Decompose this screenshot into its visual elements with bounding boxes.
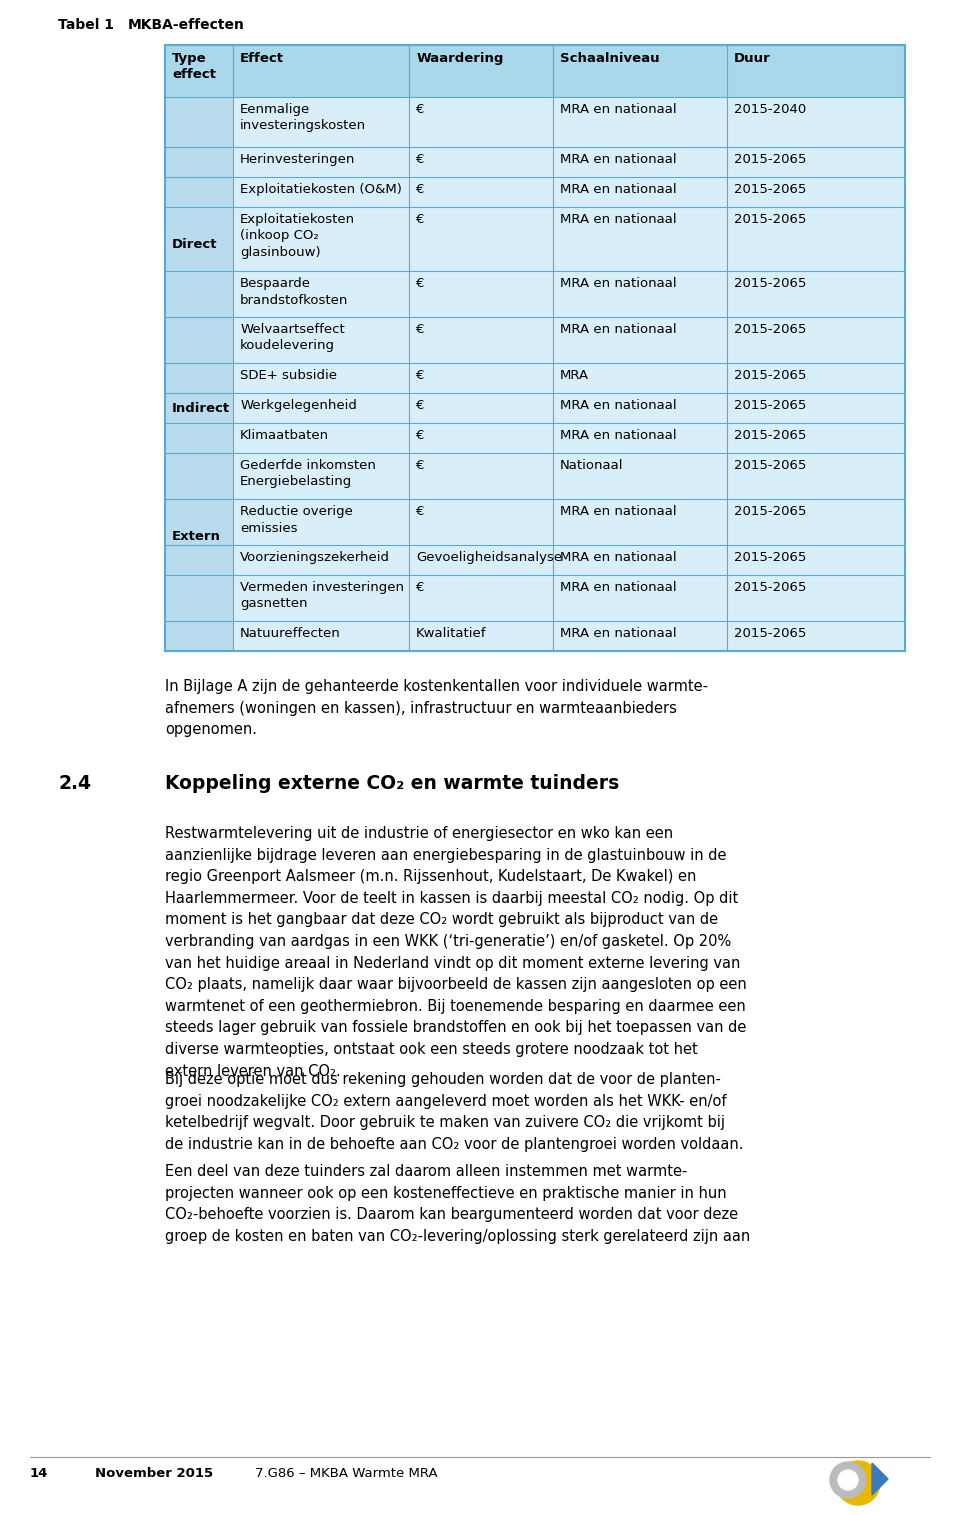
Text: MKBA-effecten: MKBA-effecten bbox=[128, 18, 245, 32]
Text: Welvaartseffect
koudelevering: Welvaartseffect koudelevering bbox=[240, 323, 345, 353]
Text: MRA en nationaal: MRA en nationaal bbox=[560, 103, 677, 117]
Text: Kwalitatief: Kwalitatief bbox=[417, 627, 487, 639]
Bar bbox=[165, 364, 905, 392]
Circle shape bbox=[830, 1462, 866, 1498]
Text: Reductie overige
emissies: Reductie overige emissies bbox=[240, 504, 353, 535]
Text: €: € bbox=[417, 429, 424, 442]
Text: Schaalniveau: Schaalniveau bbox=[560, 52, 660, 65]
Bar bbox=[165, 423, 905, 453]
Text: Eenmalige
investeringskosten: Eenmalige investeringskosten bbox=[240, 103, 366, 132]
Text: Waardering: Waardering bbox=[417, 52, 504, 65]
Text: SDE+ subsidie: SDE+ subsidie bbox=[240, 370, 337, 382]
Text: Nationaal: Nationaal bbox=[560, 459, 623, 473]
Circle shape bbox=[838, 1470, 858, 1489]
Text: Bij deze optie moet dus rekening gehouden worden dat de voor de planten-
groei n: Bij deze optie moet dus rekening gehoude… bbox=[165, 1073, 743, 1151]
Text: 2.4: 2.4 bbox=[58, 774, 91, 792]
Bar bbox=[165, 621, 905, 651]
Text: MRA en nationaal: MRA en nationaal bbox=[560, 183, 677, 195]
Bar bbox=[165, 208, 905, 271]
Text: Bespaarde
brandstofkosten: Bespaarde brandstofkosten bbox=[240, 277, 348, 306]
Text: Exploitatiekosten (O&M): Exploitatiekosten (O&M) bbox=[240, 183, 402, 195]
Text: November 2015: November 2015 bbox=[95, 1467, 213, 1480]
Bar bbox=[165, 453, 905, 498]
Text: MRA en nationaal: MRA en nationaal bbox=[560, 398, 677, 412]
Polygon shape bbox=[872, 1463, 888, 1495]
Text: 2015-2065: 2015-2065 bbox=[733, 580, 806, 594]
Text: 2015-2065: 2015-2065 bbox=[733, 323, 806, 336]
Text: 2015-2065: 2015-2065 bbox=[733, 277, 806, 289]
Text: €: € bbox=[417, 580, 424, 594]
Text: €: € bbox=[417, 183, 424, 195]
Text: 2015-2065: 2015-2065 bbox=[733, 398, 806, 412]
Bar bbox=[165, 317, 905, 364]
Text: 2015-2065: 2015-2065 bbox=[733, 459, 806, 473]
Text: MRA en nationaal: MRA en nationaal bbox=[560, 504, 677, 518]
Text: €: € bbox=[417, 153, 424, 167]
Bar bbox=[165, 545, 905, 576]
Text: MRA en nationaal: MRA en nationaal bbox=[560, 580, 677, 594]
Text: Klimaatbaten: Klimaatbaten bbox=[240, 429, 329, 442]
Text: Herinvesteringen: Herinvesteringen bbox=[240, 153, 355, 167]
Text: Vermeden investeringen
gasnetten: Vermeden investeringen gasnetten bbox=[240, 580, 404, 611]
Text: Type
effect: Type effect bbox=[172, 52, 216, 80]
Text: Extern: Extern bbox=[172, 530, 221, 544]
Text: Gevoeligheidsanalyse: Gevoeligheidsanalyse bbox=[417, 551, 563, 564]
Text: MRA en nationaal: MRA en nationaal bbox=[560, 551, 677, 564]
Text: 2015-2065: 2015-2065 bbox=[733, 214, 806, 226]
Bar bbox=[165, 97, 905, 147]
Text: 7.G86 – MKBA Warmte MRA: 7.G86 – MKBA Warmte MRA bbox=[255, 1467, 438, 1480]
Text: €: € bbox=[417, 214, 424, 226]
Text: €: € bbox=[417, 459, 424, 473]
Text: MRA en nationaal: MRA en nationaal bbox=[560, 627, 677, 639]
Bar bbox=[165, 423, 233, 651]
Bar bbox=[165, 271, 905, 317]
Text: MRA en nationaal: MRA en nationaal bbox=[560, 277, 677, 289]
Text: 2015-2040: 2015-2040 bbox=[733, 103, 805, 117]
Bar bbox=[165, 45, 905, 97]
Text: Koppeling externe CO₂ en warmte tuinders: Koppeling externe CO₂ en warmte tuinders bbox=[165, 774, 619, 792]
Text: 14: 14 bbox=[30, 1467, 48, 1480]
Text: Direct: Direct bbox=[172, 238, 218, 251]
Text: Duur: Duur bbox=[733, 52, 771, 65]
Text: Voorzieningszekerheid: Voorzieningszekerheid bbox=[240, 551, 390, 564]
Text: Indirect: Indirect bbox=[172, 401, 230, 415]
Text: 2015-2065: 2015-2065 bbox=[733, 370, 806, 382]
Text: €: € bbox=[417, 370, 424, 382]
Bar bbox=[165, 576, 905, 621]
Text: Werkgelegenheid: Werkgelegenheid bbox=[240, 398, 357, 412]
Text: €: € bbox=[417, 103, 424, 117]
Text: 2015-2065: 2015-2065 bbox=[733, 183, 806, 195]
Bar bbox=[165, 392, 233, 423]
Text: 2015-2065: 2015-2065 bbox=[733, 551, 806, 564]
Text: 2015-2065: 2015-2065 bbox=[733, 429, 806, 442]
Text: Tabel 1: Tabel 1 bbox=[58, 18, 114, 32]
Text: MRA en nationaal: MRA en nationaal bbox=[560, 323, 677, 336]
Text: In Bijlage A zijn de gehanteerde kostenkentallen voor individuele warmte-
afneme: In Bijlage A zijn de gehanteerde kostenk… bbox=[165, 679, 708, 738]
Text: 2015-2065: 2015-2065 bbox=[733, 627, 806, 639]
Text: Exploitatiekosten
(inkoop CO₂
glasinbouw): Exploitatiekosten (inkoop CO₂ glasinbouw… bbox=[240, 214, 355, 259]
Text: MRA: MRA bbox=[560, 370, 588, 382]
Text: Restwarmtelevering uit de industrie of energiesector en wko kan een
aanzienlijke: Restwarmtelevering uit de industrie of e… bbox=[165, 826, 747, 1079]
Text: Natuureffecten: Natuureffecten bbox=[240, 627, 341, 639]
Bar bbox=[165, 177, 905, 208]
Text: €: € bbox=[417, 277, 424, 289]
Bar bbox=[165, 392, 905, 423]
Text: €: € bbox=[417, 398, 424, 412]
Text: Een deel van deze tuinders zal daarom alleen instemmen met warmte-
projecten wan: Een deel van deze tuinders zal daarom al… bbox=[165, 1164, 751, 1244]
Text: Gederfde inkomsten
Energiebelasting: Gederfde inkomsten Energiebelasting bbox=[240, 459, 376, 488]
Text: 2015-2065: 2015-2065 bbox=[733, 153, 806, 167]
Text: MRA en nationaal: MRA en nationaal bbox=[560, 153, 677, 167]
Text: €: € bbox=[417, 504, 424, 518]
Text: 2015-2065: 2015-2065 bbox=[733, 504, 806, 518]
Text: €: € bbox=[417, 323, 424, 336]
Bar bbox=[165, 97, 233, 392]
Text: MRA en nationaal: MRA en nationaal bbox=[560, 214, 677, 226]
Bar bbox=[165, 147, 905, 177]
Bar bbox=[165, 498, 905, 545]
Text: Effect: Effect bbox=[240, 52, 284, 65]
Text: MRA en nationaal: MRA en nationaal bbox=[560, 429, 677, 442]
Circle shape bbox=[836, 1460, 880, 1504]
